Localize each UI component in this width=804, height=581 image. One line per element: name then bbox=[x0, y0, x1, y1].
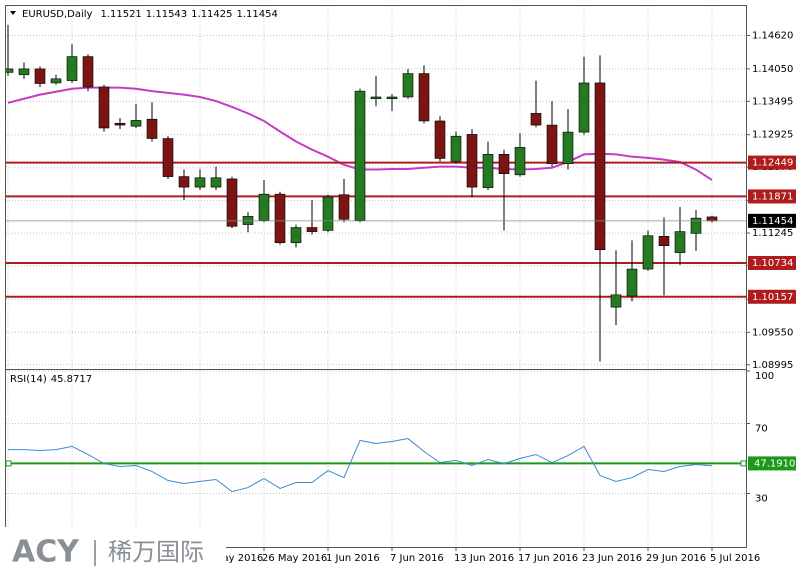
candle-body bbox=[274, 193, 286, 244]
candle-body bbox=[706, 216, 718, 222]
level-tag-label: 1.10734 bbox=[752, 258, 793, 269]
rsi-panel bbox=[6, 370, 746, 547]
candle-body bbox=[610, 294, 622, 308]
y-tick-label: 100 bbox=[755, 371, 774, 382]
candle-body bbox=[66, 56, 78, 81]
candle-body bbox=[594, 82, 606, 251]
symbol-title: EURUSD,Daily bbox=[22, 9, 93, 20]
y-tick-label: 1.14620 bbox=[752, 31, 793, 42]
candle-body bbox=[146, 118, 158, 139]
level-tag bbox=[748, 155, 796, 170]
level-tag-label: 1.10157 bbox=[752, 292, 793, 303]
candle-body bbox=[402, 73, 414, 98]
rsi-level-handle bbox=[5, 460, 12, 467]
y-tick-label: 1.08995 bbox=[752, 360, 793, 371]
x-tick-label: 23 Jun 2016 bbox=[582, 553, 642, 564]
y-tick-label: 1.13495 bbox=[752, 96, 793, 107]
candle-body bbox=[162, 138, 174, 177]
candle-body bbox=[386, 96, 398, 100]
candle-body bbox=[354, 90, 366, 221]
rsi-line bbox=[8, 438, 713, 493]
candle-body bbox=[114, 123, 126, 126]
candle-body bbox=[514, 147, 526, 176]
rsi-title: RSI(14) bbox=[10, 374, 47, 385]
candle-body bbox=[482, 154, 494, 189]
rsi-level-tag-label: 47.1910 bbox=[754, 458, 795, 469]
candle-body bbox=[546, 124, 558, 165]
candle-body bbox=[658, 235, 670, 246]
candle-body bbox=[210, 177, 222, 188]
price-panel bbox=[6, 6, 746, 368]
y-tick-label: 1.12925 bbox=[752, 130, 793, 141]
x-tick-label: 5 Jul 2016 bbox=[710, 553, 760, 564]
candle-body bbox=[98, 86, 110, 129]
rsi-header: RSI(14) 45.8717 bbox=[10, 374, 92, 385]
y-tick-label: 70 bbox=[755, 424, 768, 435]
x-tick-label: 26 May 2016 bbox=[262, 553, 327, 564]
x-tick-label: 20 May 2016 bbox=[198, 553, 263, 564]
level-tag bbox=[748, 189, 796, 204]
level-tag bbox=[748, 255, 796, 270]
candle-body bbox=[226, 178, 238, 227]
candle-body bbox=[130, 120, 142, 127]
candle-body bbox=[578, 82, 590, 133]
candle-body bbox=[6, 68, 14, 73]
header: EURUSD,Daily 1.11521 1.11543 1.11425 1.1… bbox=[10, 9, 278, 20]
candle-body bbox=[322, 196, 334, 231]
rsi-level-tag bbox=[748, 456, 796, 471]
level-tag bbox=[748, 289, 796, 304]
rsi-value: 45.8717 bbox=[51, 374, 92, 385]
watermark-box bbox=[0, 527, 226, 577]
x-tick-label: 17 Jun 2016 bbox=[518, 553, 578, 564]
x-tick-label: 1 Jun 2016 bbox=[326, 553, 380, 564]
candle-body bbox=[18, 68, 30, 76]
candle-body bbox=[690, 217, 702, 234]
rsi-level-handle bbox=[740, 460, 747, 467]
axes: 1.146201.140501.134951.129251.123701.118… bbox=[198, 31, 796, 564]
candle-body bbox=[82, 56, 94, 88]
candle-body bbox=[642, 235, 654, 270]
candle-body bbox=[418, 73, 430, 122]
price-tag bbox=[748, 213, 796, 228]
candle-body bbox=[466, 134, 478, 188]
candle-body bbox=[258, 193, 270, 221]
y-tick-label: 1.09550 bbox=[752, 327, 793, 338]
candle-body bbox=[338, 194, 350, 220]
y-tick-label: 1.14050 bbox=[752, 64, 793, 75]
high-value: 1.11543 bbox=[146, 9, 187, 20]
candle-body bbox=[50, 78, 62, 84]
candle-body bbox=[626, 268, 638, 297]
watermark: ACY 稀万国际 bbox=[0, 527, 226, 577]
close-value: 1.11454 bbox=[237, 9, 278, 20]
y-tick-label: 1.11245 bbox=[752, 228, 793, 239]
menu-arrow bbox=[10, 11, 16, 15]
level-tag-label: 1.11871 bbox=[752, 191, 793, 202]
x-tick-label: 7 Jun 2016 bbox=[390, 553, 444, 564]
open-value: 1.11521 bbox=[100, 9, 141, 20]
candle-body bbox=[290, 227, 302, 244]
candle-body bbox=[674, 231, 686, 253]
price-tag-label: 1.11454 bbox=[752, 216, 793, 227]
candle-body bbox=[450, 135, 462, 162]
candle-body bbox=[194, 177, 206, 188]
candle-body bbox=[562, 131, 574, 165]
candle-body bbox=[306, 227, 318, 232]
candle-body bbox=[530, 113, 542, 126]
candle-body bbox=[178, 176, 190, 188]
brand: ACY bbox=[12, 535, 80, 570]
x-tick-label: 13 Jun 2016 bbox=[454, 553, 514, 564]
x-tick-label: 29 Jun 2016 bbox=[646, 553, 706, 564]
brand-name: 稀万国际 bbox=[108, 538, 204, 566]
y-tick-label: 30 bbox=[755, 494, 768, 505]
candle-body bbox=[498, 154, 510, 174]
level-tag-label: 1.12449 bbox=[752, 158, 793, 169]
candle-body bbox=[370, 96, 382, 100]
candle-body bbox=[434, 120, 446, 159]
low-value: 1.11425 bbox=[191, 9, 232, 20]
candle-body bbox=[34, 68, 46, 84]
